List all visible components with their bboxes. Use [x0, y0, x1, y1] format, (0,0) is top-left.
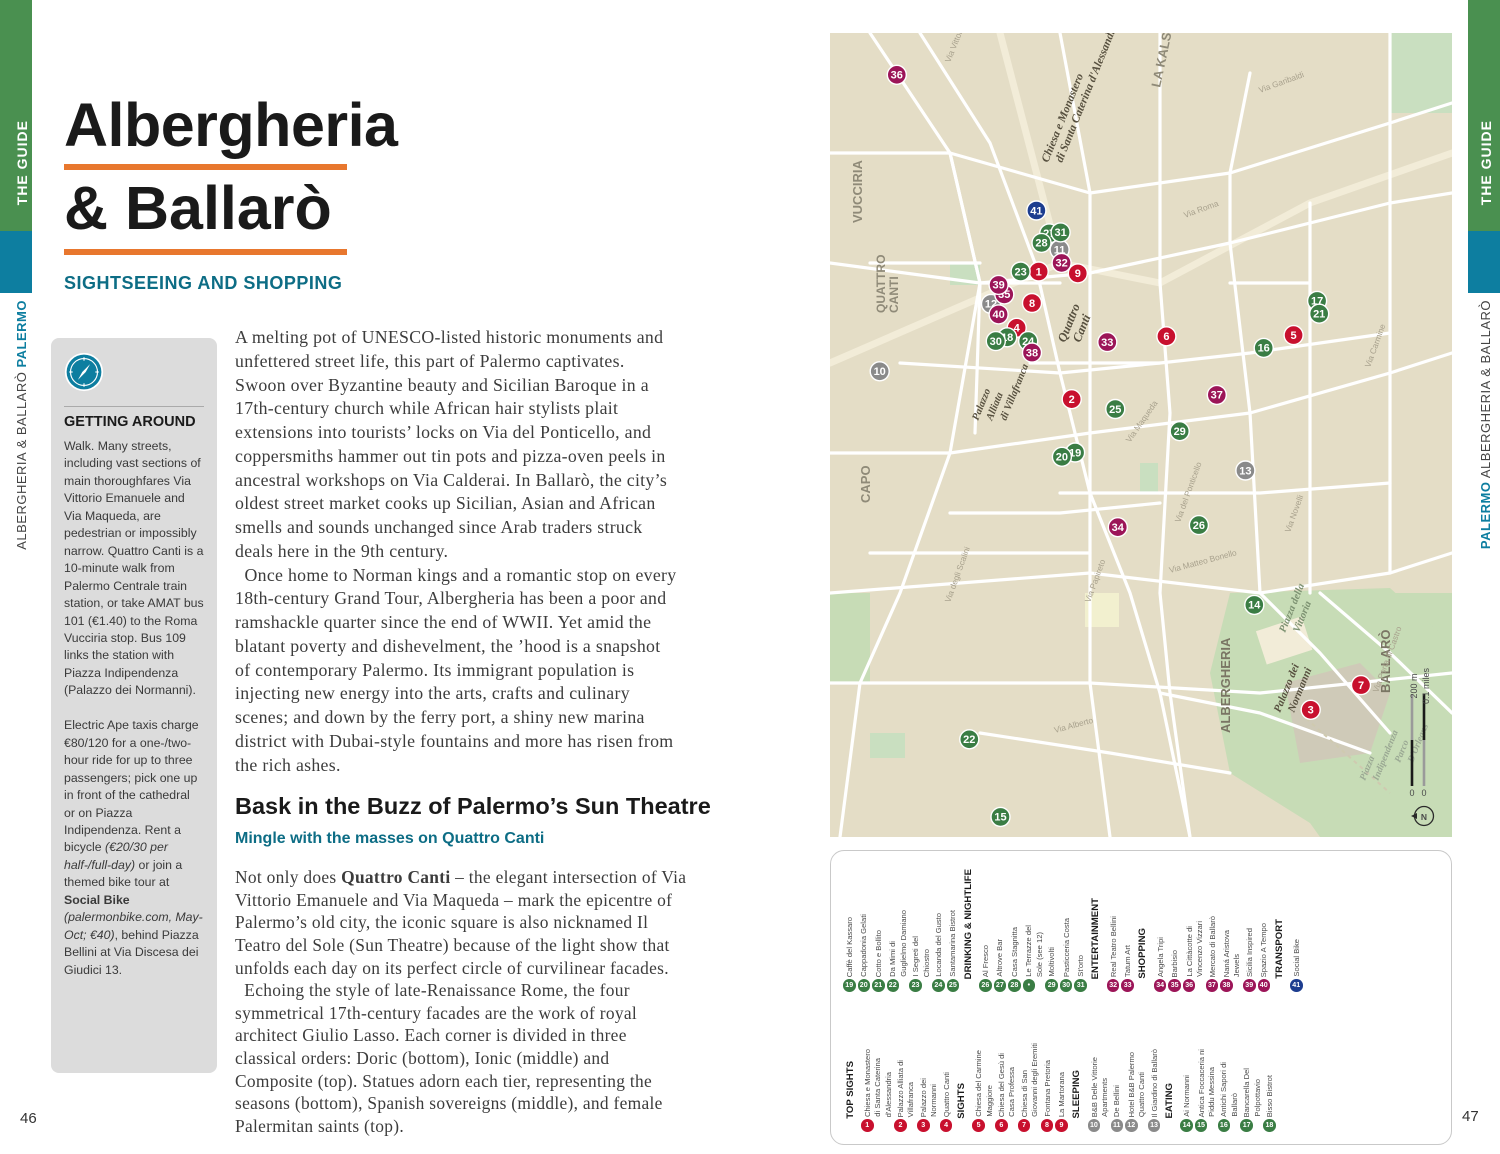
svg-text:29: 29 — [1174, 426, 1186, 438]
svg-text:30: 30 — [990, 336, 1002, 348]
svg-text:31: 31 — [1054, 227, 1066, 239]
svg-text:Via Alberto: Via Alberto — [1053, 715, 1095, 735]
svg-text:200 m: 200 m — [1409, 673, 1419, 698]
svg-text:32: 32 — [1055, 258, 1067, 270]
svg-text:15: 15 — [994, 812, 1006, 824]
svg-text:Via Novelli: Via Novelli — [1282, 493, 1305, 533]
svg-text:CAPO: CAPO — [858, 465, 873, 503]
svg-text:39: 39 — [992, 280, 1004, 292]
svg-text:25: 25 — [1109, 404, 1121, 416]
svg-text:CANTI: CANTI — [887, 276, 901, 313]
svg-text:Via Roma: Via Roma — [1182, 198, 1220, 220]
svg-text:5: 5 — [1291, 330, 1297, 342]
svg-text:28: 28 — [1035, 238, 1047, 250]
svg-text:16: 16 — [1258, 343, 1270, 355]
svg-text:40: 40 — [992, 309, 1004, 321]
svg-text:34: 34 — [1112, 522, 1125, 534]
svg-text:10: 10 — [874, 366, 886, 378]
svg-text:N: N — [1421, 812, 1427, 822]
svg-text:7: 7 — [1358, 680, 1364, 692]
svg-text:Via Garibaldi: Via Garibaldi — [1257, 69, 1305, 95]
svg-text:9: 9 — [1075, 268, 1081, 280]
svg-text:3: 3 — [1308, 705, 1314, 717]
svg-text:36: 36 — [891, 70, 903, 82]
svg-text:22: 22 — [963, 734, 975, 746]
svg-text:8: 8 — [1029, 298, 1035, 310]
svg-text:20: 20 — [1056, 452, 1068, 464]
svg-text:37: 37 — [1211, 390, 1223, 402]
svg-text:38: 38 — [1026, 347, 1038, 359]
svg-text:26: 26 — [1193, 520, 1205, 532]
svg-text:41: 41 — [1030, 205, 1042, 217]
svg-text:1: 1 — [1036, 266, 1042, 278]
svg-text:0.1 miles: 0.1 miles — [1421, 667, 1431, 704]
svg-text:0: 0 — [1409, 788, 1414, 798]
svg-text:Via Carmine: Via Carmine — [1362, 322, 1387, 369]
svg-text:Via Vittorio Emanuele: Via Vittorio Emanuele — [943, 33, 982, 64]
svg-text:23: 23 — [1014, 266, 1026, 278]
svg-text:QUATTRO: QUATTRO — [874, 255, 888, 313]
svg-text:6: 6 — [1163, 331, 1169, 343]
svg-text:ALBERGHERIA: ALBERGHERIA — [1218, 637, 1233, 733]
svg-text:0: 0 — [1421, 788, 1426, 798]
svg-text:13: 13 — [1239, 465, 1251, 477]
svg-text:Via Maqueda: Via Maqueda — [1123, 398, 1159, 444]
svg-text:14: 14 — [1248, 600, 1261, 612]
svg-text:21: 21 — [1313, 309, 1325, 321]
svg-text:Via Matteo Bonello: Via Matteo Bonello — [1168, 547, 1238, 575]
svg-text:33: 33 — [1101, 337, 1113, 349]
svg-text:LA KALSA: LA KALSA — [1148, 33, 1176, 89]
svg-text:2: 2 — [1069, 394, 1075, 406]
svg-text:VUCCIRIA: VUCCIRIA — [850, 160, 865, 223]
